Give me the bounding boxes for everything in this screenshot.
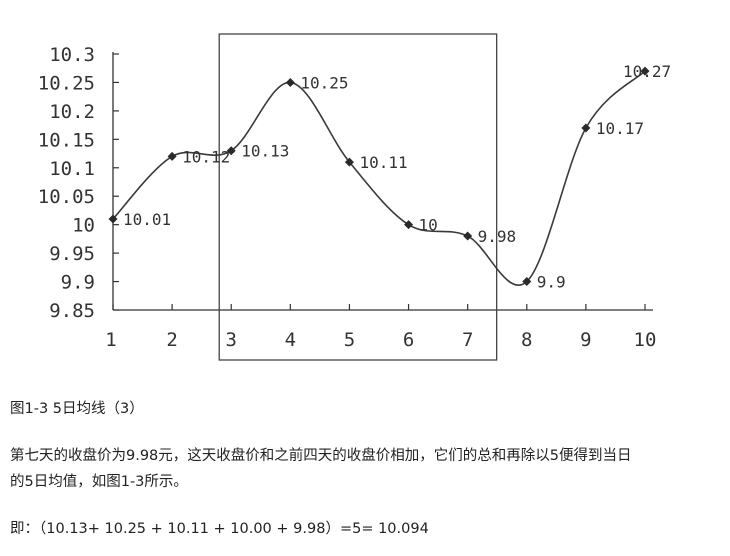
data-point	[581, 123, 591, 133]
data-label: 10.27	[623, 62, 671, 81]
data-label: 9.9	[537, 273, 566, 292]
data-point	[463, 231, 473, 241]
y-tick-label: 10.15	[38, 129, 95, 151]
y-tick-label: 10.2	[49, 101, 95, 123]
price-line	[112, 70, 646, 286]
data-point	[167, 151, 177, 161]
data-label: 10.12	[182, 147, 230, 166]
y-tick-label: 9.9	[61, 272, 95, 294]
figure-caption: 图1-3 5日均线（3）	[10, 401, 144, 417]
data-label: 10.17	[596, 119, 644, 138]
y-tick-label: 9.85	[49, 300, 95, 322]
moving-average-chart: 10.310.2510.210.1510.110.05109.959.99.85…	[38, 33, 671, 361]
y-tick-label: 10.25	[38, 72, 95, 94]
data-point	[522, 277, 532, 287]
y-tick-label: 9.95	[49, 243, 95, 265]
x-tick-label: 2	[166, 329, 177, 351]
y-tick-label: 10.05	[38, 186, 95, 208]
y-tick-label: 10.1	[49, 158, 95, 180]
data-labels: 10.01 10.12 10.13 10.25 10.11 10 9.98 9.9 10.17 1…	[123, 62, 671, 291]
data-point	[640, 66, 650, 76]
data-label: 9.98	[478, 227, 517, 246]
data-point	[344, 157, 354, 167]
x-tick-label: 10	[634, 329, 657, 351]
data-markers	[108, 66, 650, 287]
x-tick-label: 8	[521, 329, 532, 351]
data-label: 10.13	[241, 142, 289, 161]
data-label: 10	[419, 216, 438, 235]
data-label: 10.25	[300, 73, 348, 92]
tick-labels: 10.310.2510.210.1510.110.05109.959.99.85…	[38, 44, 657, 351]
highlight-box	[218, 33, 498, 361]
x-tick-label: 1	[105, 329, 116, 351]
data-label: 10.01	[123, 210, 171, 229]
x-tick-label: 3	[225, 329, 236, 351]
y-tick-label: 10	[72, 215, 95, 237]
x-tick-label: 6	[403, 329, 414, 351]
axes	[112, 52, 653, 311]
data-point	[226, 146, 236, 156]
data-point	[404, 220, 414, 230]
x-tick-label: 5	[344, 329, 355, 351]
data-label: 10.11	[359, 153, 407, 172]
formula-text: 即：（10.13+ 10.25 + 10.11 + 10.00 + 9.98）=…	[10, 521, 429, 537]
data-point	[108, 214, 118, 224]
x-tick-label: 4	[285, 329, 296, 351]
x-tick-label: 9	[580, 329, 591, 351]
y-tick-label: 10.3	[49, 44, 95, 66]
x-tick-label: 7	[462, 329, 473, 351]
explanation-line-2: 的5日均值，如图1-3所示。	[10, 474, 188, 490]
explanation-line-1: 第七天的收盘价为9.98元，这天收盘价和之前四天的收盘价相加，它们的总和再除以5…	[10, 448, 632, 464]
data-point	[285, 77, 295, 87]
